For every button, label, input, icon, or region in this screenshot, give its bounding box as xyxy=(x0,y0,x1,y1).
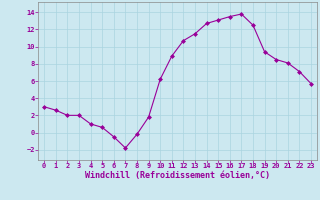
X-axis label: Windchill (Refroidissement éolien,°C): Windchill (Refroidissement éolien,°C) xyxy=(85,171,270,180)
